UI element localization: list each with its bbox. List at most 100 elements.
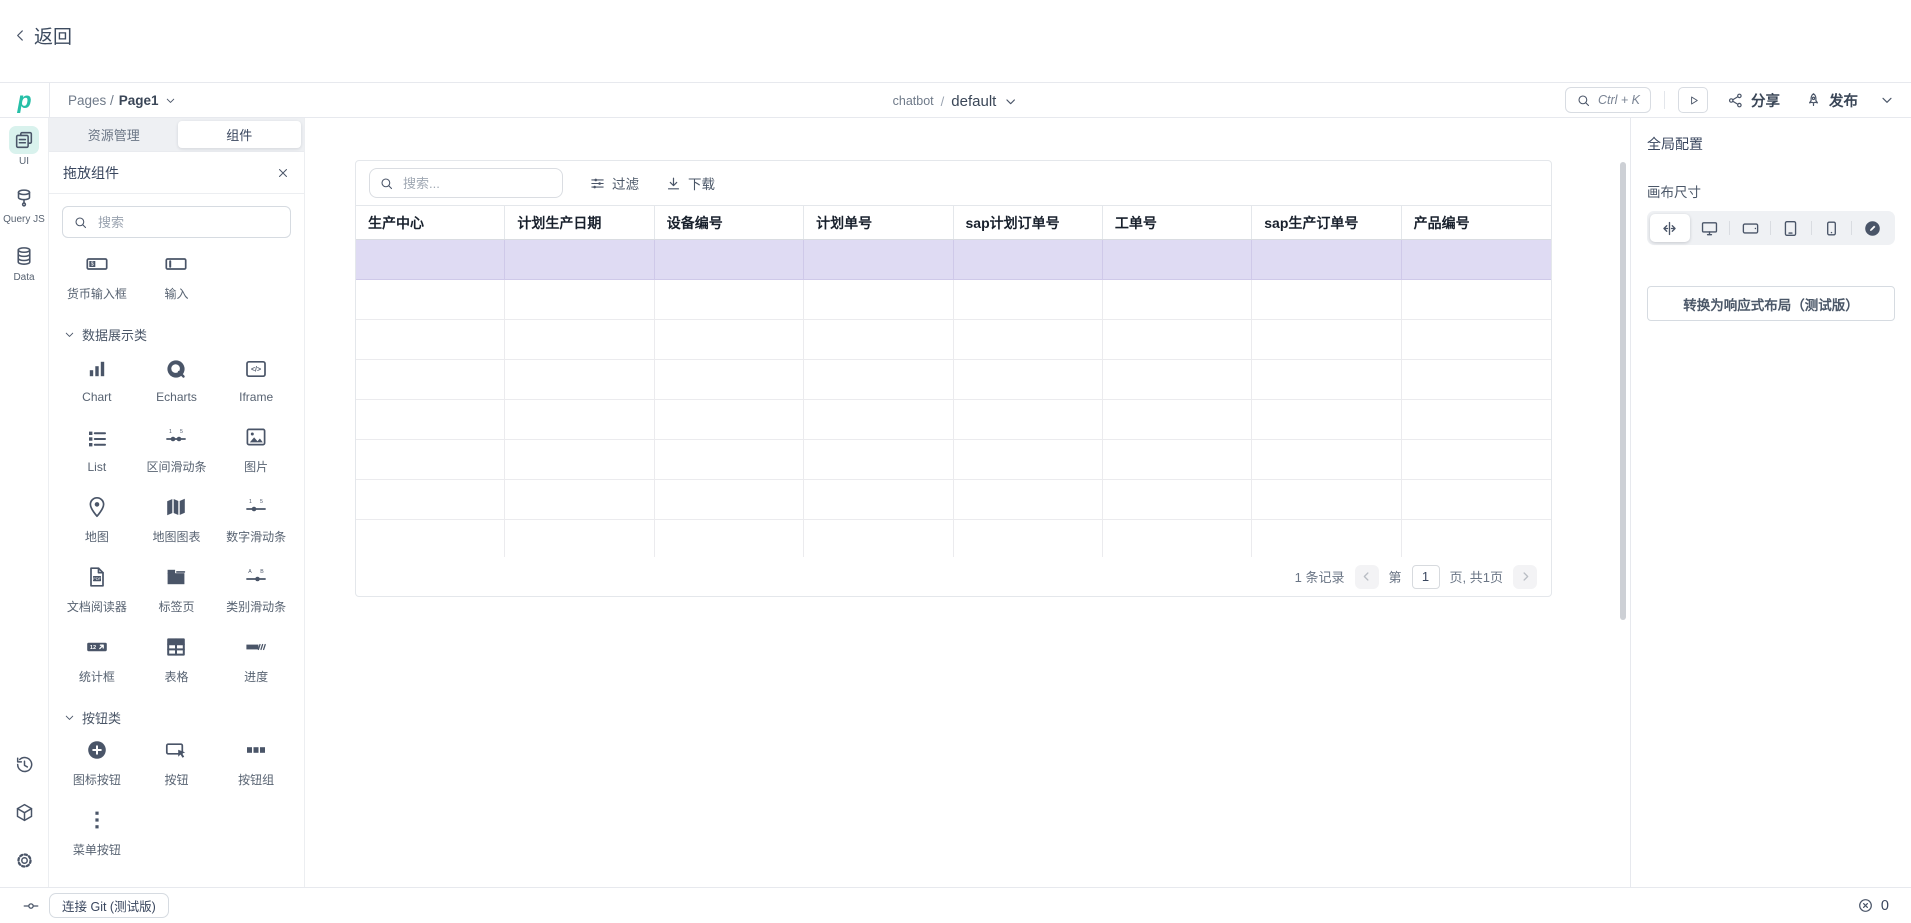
table-row[interactable] <box>356 480 1551 520</box>
table-cell[interactable] <box>1103 280 1253 319</box>
table-row[interactable] <box>356 240 1551 280</box>
table-cell[interactable] <box>356 520 506 557</box>
table-column-header[interactable]: sap生产订单号 <box>1252 206 1402 239</box>
table-row[interactable] <box>356 280 1551 320</box>
breadcrumb[interactable]: Pages / Page1 <box>68 93 177 108</box>
table-cell[interactable] <box>1402 440 1551 479</box>
connect-git-button[interactable]: 连接 Git (测试版) <box>49 893 169 918</box>
table-cell[interactable] <box>1402 360 1551 399</box>
table-cell[interactable] <box>655 360 805 399</box>
table-cell[interactable] <box>655 320 805 359</box>
table-cell[interactable] <box>655 240 805 279</box>
table-cell[interactable] <box>356 320 506 359</box>
table-column-header[interactable]: 产品编号 <box>1413 214 1470 231</box>
table-column-header[interactable]: sap计划订单号 <box>954 206 1103 239</box>
component-item-table[interactable]: 表格 <box>137 625 217 695</box>
table-cell[interactable] <box>1103 240 1253 279</box>
table-cell[interactable] <box>954 400 1103 439</box>
table-cell[interactable] <box>954 240 1103 279</box>
table-cell[interactable] <box>1252 480 1402 519</box>
component-item-chart[interactable]: Chart <box>57 345 137 415</box>
table-cell[interactable] <box>1252 440 1402 479</box>
table-cell[interactable] <box>804 440 954 479</box>
table-cell[interactable] <box>804 280 954 319</box>
table-cell[interactable] <box>1402 480 1551 519</box>
table-column-header[interactable]: 设备编号 <box>655 206 805 239</box>
component-item-range-slider[interactable]: 1 5 区间滑动条 <box>137 415 217 485</box>
debug-group[interactable]: 0 <box>1857 897 1889 914</box>
tab-resources[interactable]: 资源管理 <box>87 128 140 143</box>
table-cell[interactable] <box>655 520 805 557</box>
table-cell[interactable] <box>1252 400 1402 439</box>
table-cell[interactable] <box>1103 520 1253 557</box>
table-row[interactable] <box>356 360 1551 400</box>
table-row[interactable] <box>356 400 1551 440</box>
component-item-tabs[interactable]: 标签页 <box>137 555 217 625</box>
canvas-scrollbar[interactable] <box>1620 162 1626 620</box>
table-cell[interactable] <box>954 440 1103 479</box>
table-cell[interactable] <box>356 400 506 439</box>
component-search-input[interactable] <box>96 213 280 231</box>
table-cell[interactable] <box>1252 280 1402 319</box>
table-cell[interactable] <box>1402 240 1551 279</box>
component-item-map-pin[interactable]: 地图 <box>57 485 137 555</box>
preview-play-button[interactable] <box>1678 87 1708 113</box>
app-logo[interactable]: p <box>0 83 50 117</box>
app-env-switcher[interactable]: chatbot / default <box>893 83 1019 119</box>
rail-item-ui[interactable]: UI <box>9 126 39 167</box>
table-cell[interactable] <box>1252 360 1402 399</box>
table-cell[interactable] <box>1103 400 1253 439</box>
publish-options-button[interactable] <box>1877 90 1897 110</box>
table-cell[interactable] <box>1103 440 1253 479</box>
table-cell[interactable] <box>356 480 506 519</box>
table-cell[interactable] <box>1252 240 1402 279</box>
share-button[interactable]: 分享 <box>1721 90 1786 111</box>
device-option-custom-size[interactable] <box>1852 214 1892 242</box>
table-filter-button[interactable]: 过滤 <box>589 173 639 193</box>
table-row[interactable] <box>356 320 1551 360</box>
component-item-input[interactable]: 输入 <box>137 242 217 312</box>
table-cell[interactable] <box>804 400 954 439</box>
table-cell[interactable] <box>356 440 506 479</box>
table-cell[interactable] <box>804 480 954 519</box>
component-item-map-chart[interactable]: 地图图表 <box>137 485 217 555</box>
component-item-list[interactable]: List <box>57 415 137 485</box>
convert-responsive-button[interactable]: 转换为响应式布局（测试版） <box>1647 286 1895 321</box>
publish-button[interactable]: 发布 <box>1799 90 1864 111</box>
rail-button-settings[interactable] <box>14 850 35 871</box>
rail-button-libraries[interactable] <box>14 802 35 823</box>
table-cell[interactable] <box>505 280 655 319</box>
table-column-header[interactable]: 计划生产日期 <box>505 206 655 239</box>
table-cell[interactable] <box>1402 400 1551 439</box>
table-search-input[interactable] <box>401 174 553 192</box>
component-section-header[interactable]: 按钮类 <box>63 708 290 727</box>
table-cell[interactable] <box>505 240 655 279</box>
canvas[interactable]: 过滤 下载 生产中心计划生产日期设备编号计划单号sap计划订单号工单号sap生产… <box>306 118 1630 887</box>
table-row[interactable] <box>356 520 1551 557</box>
table-cell[interactable] <box>356 360 506 399</box>
table-cell[interactable] <box>356 240 506 279</box>
component-item-button-group[interactable]: 按钮组 <box>216 728 296 798</box>
component-section-header[interactable]: 数据展示类 <box>63 325 290 344</box>
component-item-icon-button[interactable]: 图标按钮 <box>57 728 137 798</box>
table-cell[interactable] <box>954 520 1103 557</box>
table-cell[interactable] <box>1103 360 1253 399</box>
table-cell[interactable] <box>804 520 954 557</box>
table-cell[interactable] <box>655 440 805 479</box>
table-cell[interactable] <box>1252 320 1402 359</box>
component-item-currency-input[interactable]: $ 货币输入框 <box>57 242 137 312</box>
table-cell[interactable] <box>505 480 655 519</box>
device-option-desktop[interactable] <box>1690 214 1730 242</box>
component-item-iframe[interactable]: </> Iframe <box>216 345 296 415</box>
tab-components[interactable]: 组件 <box>177 121 301 148</box>
rail-item-query-js[interactable]: Query JS <box>3 184 45 225</box>
device-option-tablet[interactable] <box>1771 214 1811 242</box>
prev-page-button[interactable] <box>1354 564 1379 589</box>
table-cell[interactable] <box>505 360 655 399</box>
table-column-header[interactable]: 计划单号 <box>804 206 954 239</box>
close-icon[interactable] <box>276 166 290 180</box>
page-number-input[interactable] <box>1411 564 1440 589</box>
table-cell[interactable] <box>505 520 655 557</box>
table-download-button[interactable]: 下载 <box>665 173 715 193</box>
device-option-tablet-landscape[interactable] <box>1730 214 1770 242</box>
